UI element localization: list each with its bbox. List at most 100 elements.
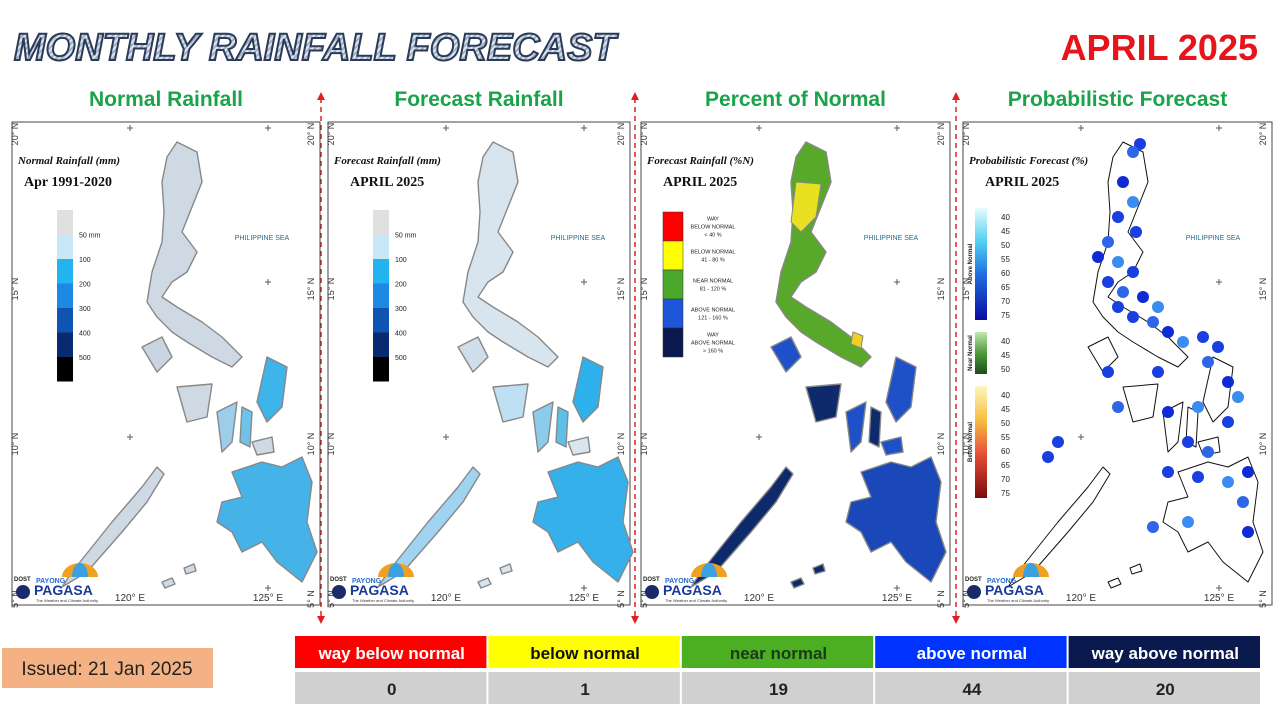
- lat-label: 15° N: [306, 278, 316, 301]
- logo-mark: [16, 585, 30, 599]
- island: [377, 466, 481, 588]
- legend-label: 40: [1001, 391, 1010, 400]
- lat-label: 20° N: [961, 123, 971, 146]
- grid-cross: [1078, 125, 1084, 131]
- legend-label: 45: [1001, 227, 1010, 236]
- logo-mark: [645, 585, 659, 599]
- station-dot: [1197, 331, 1209, 343]
- island: [499, 563, 513, 575]
- grid-cross: [1216, 279, 1222, 285]
- category-cell: [295, 636, 487, 668]
- lat-label: 10° N: [616, 433, 626, 456]
- station-dot: [1202, 446, 1214, 458]
- lat-label: 10° N: [10, 433, 20, 456]
- count-cell: [681, 672, 874, 704]
- logo-mark: [332, 585, 346, 599]
- legend-label: 200: [79, 282, 91, 289]
- island: [146, 141, 243, 368]
- legend-swatch: [662, 211, 684, 242]
- legend-swatch: [57, 357, 73, 382]
- legend-label: 121 - 160 %: [698, 316, 728, 322]
- island: [532, 401, 554, 453]
- island: [812, 563, 826, 575]
- arrow: [317, 92, 325, 100]
- map: [377, 141, 634, 589]
- category-label: below normal: [530, 644, 640, 663]
- island: [532, 456, 634, 583]
- legend-label: 65: [1001, 461, 1010, 470]
- count-cell: [875, 672, 1067, 704]
- island: [555, 406, 569, 448]
- legend-swatch: [57, 332, 73, 357]
- logo-tagline: The Weather and Climate Authority: [36, 598, 98, 603]
- logo-payong: PAYONG: [36, 578, 66, 585]
- grid-cross: [1216, 585, 1222, 591]
- station-dot: [1222, 376, 1234, 388]
- station-dot: [1152, 366, 1164, 378]
- island: [805, 383, 842, 423]
- legend-label: 70: [1001, 475, 1010, 484]
- legend-swatch: [57, 234, 73, 259]
- island: [572, 356, 604, 423]
- lat-label: 10° N: [961, 433, 971, 456]
- legend-swatch: [662, 298, 684, 329]
- map-subtitle: APRIL 2025: [985, 175, 1059, 190]
- legend-swatch: [373, 357, 389, 382]
- category-label: near normal: [730, 644, 827, 663]
- logo-payong: PAYONG: [665, 578, 695, 585]
- lat-label: 20° N: [326, 123, 336, 146]
- island: [1202, 356, 1234, 423]
- legend-label: 100: [395, 257, 407, 264]
- station-dot: [1162, 326, 1174, 338]
- station-dot: [1182, 516, 1194, 528]
- legend-swatch: [662, 327, 684, 358]
- category-label: above normal: [917, 644, 1028, 663]
- arrow: [952, 92, 960, 100]
- lat-label: 15° N: [961, 278, 971, 301]
- island: [567, 436, 591, 456]
- station-dot: [1127, 196, 1139, 208]
- legend-label: 50: [1001, 419, 1010, 428]
- island: [690, 466, 794, 588]
- grid-cross: [894, 279, 900, 285]
- lat-label: 20° N: [1258, 123, 1268, 146]
- lat-label: 15° N: [1258, 278, 1268, 301]
- logo-umbrella: [72, 563, 88, 577]
- logo-umbrella: [1023, 563, 1039, 577]
- island: [216, 401, 238, 453]
- legend-group-name: Near Normal: [968, 335, 974, 371]
- island: [1007, 466, 1111, 588]
- legend-label: ABOVE NORMAL: [691, 341, 735, 347]
- category-cell: [488, 636, 680, 668]
- grid-cross: [1216, 125, 1222, 131]
- station-dot: [1102, 236, 1114, 248]
- island: [216, 456, 318, 583]
- lon-label: 125° E: [1204, 593, 1234, 604]
- legend-label: 60: [1001, 447, 1010, 456]
- grid-cross: [756, 125, 762, 131]
- station-dot: [1102, 366, 1114, 378]
- logo-pagasa: PAGASA: [663, 582, 722, 598]
- panel-title: Percent of Normal: [705, 88, 886, 111]
- count-value: 20: [1156, 680, 1175, 699]
- legend-label: 40: [1001, 213, 1010, 222]
- island: [770, 336, 802, 373]
- lat-label: 15° N: [639, 278, 649, 301]
- island: [251, 436, 275, 456]
- logo-dost: DOST: [14, 577, 31, 583]
- lon-label: 125° E: [882, 593, 912, 604]
- legend-label: 65: [1001, 283, 1010, 292]
- lat-label: 10° N: [936, 433, 946, 456]
- logo-tagline: The Weather and Climate Authority: [665, 598, 727, 603]
- logo-tagline: The Weather and Climate Authority: [352, 598, 414, 603]
- island: [1087, 336, 1119, 373]
- legend-label: 75: [1001, 489, 1010, 498]
- lat-label: 15° N: [616, 278, 626, 301]
- legend-label: WAY: [707, 217, 719, 223]
- count-value: 44: [962, 680, 981, 699]
- category-label: way above normal: [1091, 644, 1239, 663]
- island: [176, 383, 213, 423]
- legend-label: 400: [79, 331, 91, 338]
- category-cell: [1068, 636, 1260, 668]
